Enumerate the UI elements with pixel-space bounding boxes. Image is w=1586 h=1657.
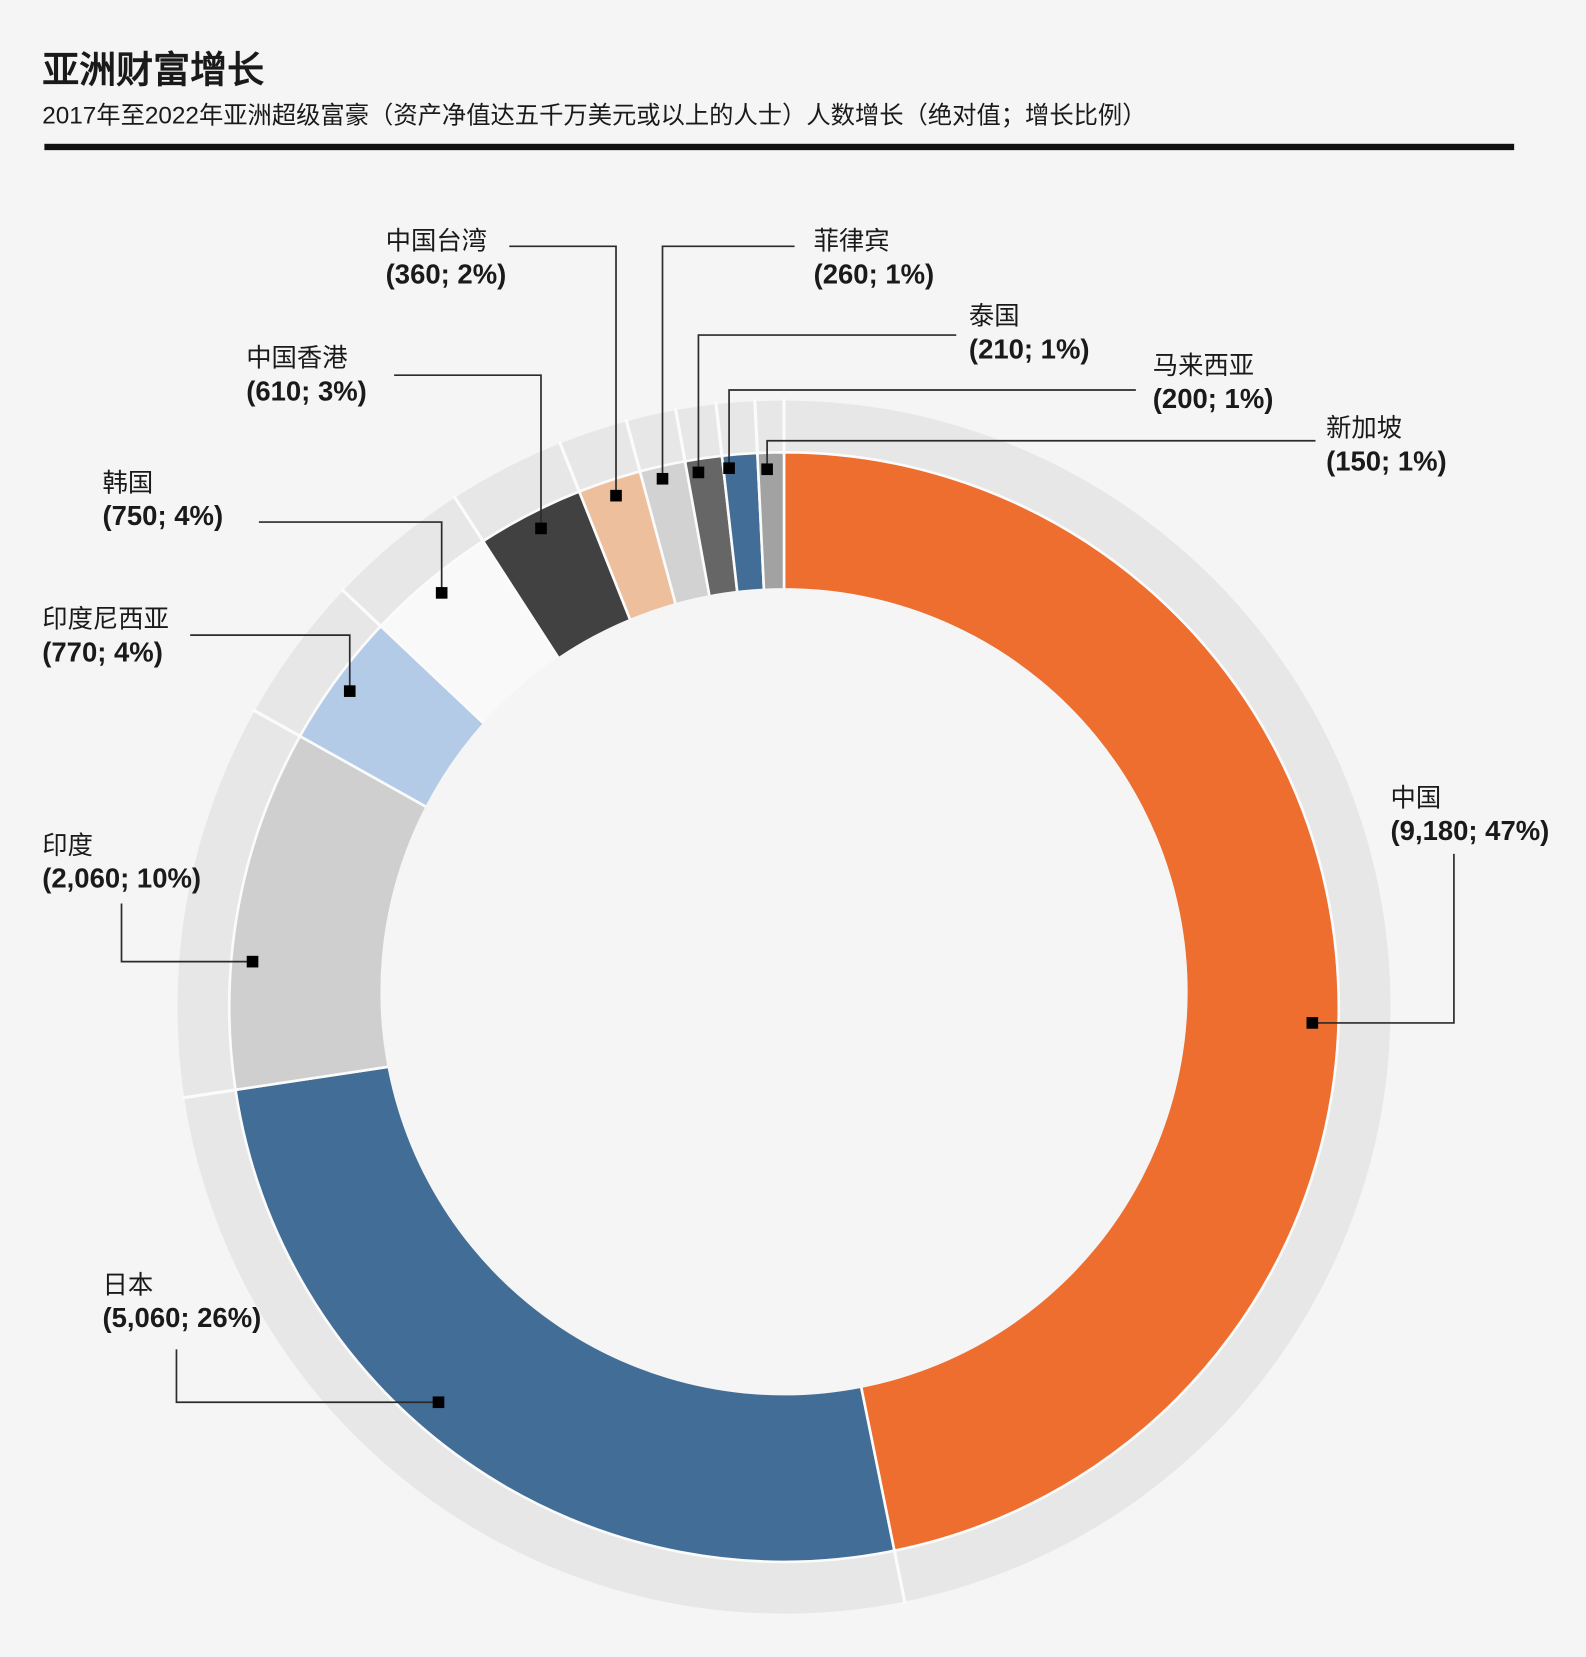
- label-name-philippines: 菲律宾: [814, 227, 890, 255]
- chart-subtitle: 2017年至2022年亚洲超级富豪（资产净值达五千万美元或以上的人士）人数增长（…: [42, 103, 1146, 130]
- label-name-singapore: 新加坡: [1326, 414, 1402, 442]
- marker-south-korea: [435, 587, 448, 599]
- label-indonesia: 印度尼西亚 (770; 4%): [42, 606, 169, 668]
- label-value-south-korea: (750; 4%): [102, 500, 223, 531]
- label-value-indonesia: (770; 4%): [42, 637, 163, 668]
- leader-line-india: [120, 903, 253, 963]
- label-thailand: 泰国 (210; 1%): [969, 302, 1090, 364]
- ring-separator: [624, 418, 643, 474]
- marker-japan: [432, 1396, 445, 1409]
- slice-markers: [246, 462, 1319, 1409]
- donut-hole: [380, 588, 1188, 1396]
- label-name-thailand: 泰国: [969, 302, 1020, 330]
- label-value-japan: (5,060; 26%): [102, 1302, 261, 1333]
- leader-line-china: [1312, 853, 1455, 1024]
- label-value-thailand: (210; 1%): [969, 333, 1090, 364]
- leader-line-hong-kong: [394, 374, 542, 529]
- label-singapore: 新加坡 (150; 1%): [1326, 414, 1447, 476]
- label-value-india: (2,060; 10%): [42, 863, 201, 894]
- label-name-china: 中国: [1391, 784, 1442, 812]
- chart-title: 亚洲财富增长: [42, 49, 264, 91]
- ring-separator: [181, 1087, 238, 1100]
- leader-line-malaysia: [728, 389, 1136, 469]
- label-name-south-korea: 韩国: [102, 469, 153, 497]
- label-name-hong-kong: 中国香港: [246, 345, 347, 373]
- marker-india: [246, 955, 259, 968]
- leader-line-philippines: [661, 245, 795, 479]
- leader-line-japan: [175, 1349, 439, 1404]
- label-value-hong-kong: (610; 3%): [246, 376, 367, 407]
- label-value-china: (9,180; 47%): [1391, 815, 1550, 846]
- marker-singapore: [761, 463, 773, 476]
- ring-separator: [753, 399, 760, 456]
- label-name-taiwan: 中国台湾: [386, 227, 487, 255]
- ring-separators: [181, 398, 907, 1604]
- marker-philippines: [656, 472, 669, 485]
- label-malaysia: 马来西亚 (200; 1%): [1153, 352, 1274, 414]
- label-india: 印度 (2,060; 10%): [42, 832, 201, 894]
- label-value-singapore: (150; 1%): [1326, 445, 1447, 476]
- label-name-japan: 日本: [102, 1271, 153, 1299]
- ring-separator: [557, 440, 582, 495]
- ring-separator: [340, 587, 384, 629]
- label-taiwan: 中国台湾 (360; 2%): [386, 227, 507, 289]
- ring-separator: [252, 708, 303, 739]
- label-name-indonesia: 印度尼西亚: [42, 606, 169, 634]
- leader-line-taiwan: [509, 245, 617, 496]
- slice-labels: 中国 (9,180; 47%) 日本 (5,060; 26%) 印度 (2,060; 10…: [42, 227, 1549, 1333]
- leader-line-indonesia: [190, 634, 351, 692]
- ring-separator: [452, 494, 486, 544]
- label-name-malaysia: 马来西亚: [1153, 352, 1254, 380]
- ring-separator: [673, 407, 687, 464]
- marker-indonesia: [343, 685, 356, 697]
- title-rule: [44, 143, 1515, 151]
- leader-line-singapore: [766, 439, 1316, 470]
- leader-line-thailand: [697, 334, 957, 473]
- label-value-taiwan: (360; 2%): [386, 258, 507, 289]
- label-value-malaysia: (200; 1%): [1153, 383, 1274, 414]
- label-japan: 日本 (5,060; 26%): [102, 1271, 261, 1333]
- marker-taiwan: [610, 489, 622, 502]
- marker-thailand: [692, 466, 705, 479]
- marker-malaysia: [723, 462, 735, 475]
- leader-line-south-korea: [258, 521, 443, 593]
- marker-china: [1306, 1017, 1319, 1029]
- label-name-india: 印度: [42, 832, 93, 860]
- ring-separator: [714, 402, 724, 459]
- label-value-philippines: (260; 1%): [814, 258, 935, 289]
- label-china: 中国 (9,180; 47%): [1391, 784, 1550, 846]
- ring-separator: [892, 1548, 907, 1604]
- leader-lines: [120, 245, 1455, 1404]
- label-philippines: 菲律宾 (260; 1%): [814, 227, 935, 289]
- label-south-korea: 韩国 (750; 4%): [102, 469, 223, 531]
- marker-hong-kong: [535, 522, 547, 535]
- label-hong-kong: 中国香港 (610; 3%): [246, 345, 367, 407]
